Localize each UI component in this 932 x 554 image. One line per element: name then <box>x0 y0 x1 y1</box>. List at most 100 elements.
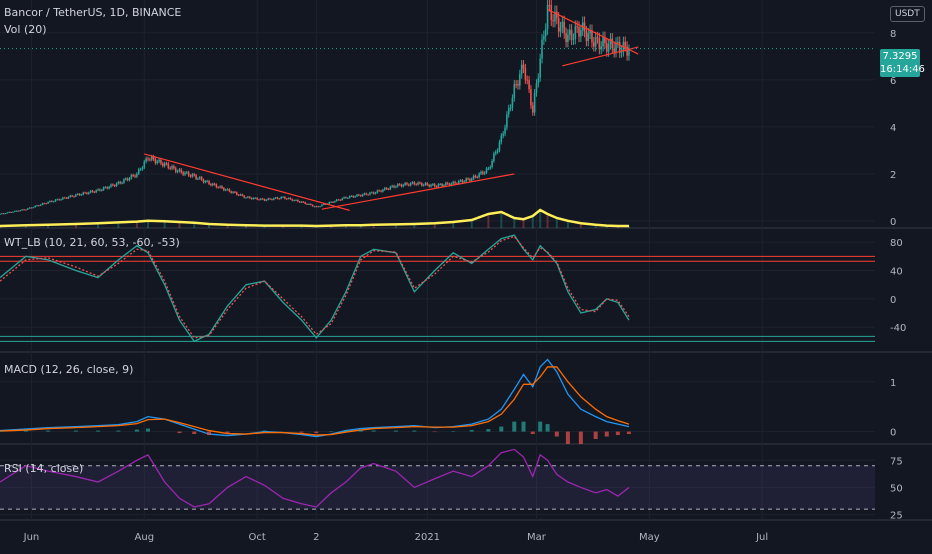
candle-body <box>303 202 305 203</box>
candle-body <box>158 160 160 162</box>
candle-body <box>123 179 125 182</box>
candle-body <box>401 185 403 187</box>
candle-body <box>16 211 18 212</box>
candle-body <box>506 114 508 127</box>
candle-body <box>576 26 578 27</box>
candle-body <box>295 200 297 201</box>
candle-body <box>593 42 595 46</box>
macd-histogram-bar <box>605 432 609 437</box>
candle-body <box>44 203 46 204</box>
candle-body <box>373 192 375 193</box>
candle-body <box>242 194 244 195</box>
candle-body <box>347 198 349 199</box>
wt-indicator-label[interactable]: WT_LB (10, 21, 60, 53, -60, -53) <box>4 236 180 249</box>
rsi-indicator-label[interactable]: RSI (14, close) <box>4 462 83 475</box>
candle-body <box>497 150 499 152</box>
candle-body <box>290 198 292 199</box>
candle-body <box>106 187 108 188</box>
candle-body <box>438 184 440 186</box>
trendline-descending <box>144 154 349 210</box>
candle-body <box>199 177 201 178</box>
candle-body <box>118 182 120 184</box>
volume-bar <box>471 221 473 228</box>
candle-body <box>291 199 293 200</box>
currency-badge[interactable]: USDT <box>890 6 925 22</box>
candle-body <box>449 184 451 185</box>
candle-body <box>508 108 510 114</box>
candle-body <box>58 199 60 200</box>
macd-histogram-bar <box>512 422 516 432</box>
candle-body <box>532 105 534 112</box>
candle-body <box>565 33 567 42</box>
symbol-title[interactable]: Bancor / TetherUS, 1D, BINANCE <box>4 6 181 19</box>
candle-body <box>275 198 277 199</box>
candle-body <box>534 93 536 113</box>
candle-body <box>60 199 62 200</box>
candle-body <box>147 159 149 160</box>
candle-body <box>617 42 619 43</box>
candle-body <box>519 74 521 85</box>
candle-body <box>156 161 158 163</box>
macd-histogram-bar <box>546 424 550 431</box>
y-tick-label-0-3: 2 <box>890 170 896 181</box>
candle-body <box>81 195 83 196</box>
candle-body <box>282 197 284 198</box>
candle-body <box>0 214 1 215</box>
candle-body <box>419 183 421 184</box>
candle-body <box>29 208 31 209</box>
candle-body <box>543 36 545 39</box>
macd-histogram-bar <box>146 429 150 432</box>
candle-body <box>192 174 194 176</box>
x-tick-label-2: Oct <box>248 532 265 543</box>
candle-body <box>495 152 497 154</box>
macd-histogram-bar <box>359 430 363 431</box>
candle-body <box>119 182 121 183</box>
candle-body <box>423 185 425 186</box>
candle-body <box>408 185 410 186</box>
volume-bar <box>556 219 558 228</box>
candle-body <box>458 181 460 184</box>
candle-body <box>482 172 484 174</box>
macd-histogram-bar <box>531 432 535 434</box>
trendline-ascending <box>322 174 514 209</box>
candle-body <box>464 181 466 182</box>
candle-body <box>441 184 443 186</box>
chart-marks <box>0 0 875 509</box>
candle-body <box>271 199 273 200</box>
candle-body <box>38 205 40 206</box>
candle-body <box>264 199 266 200</box>
candle-body <box>612 39 614 49</box>
macd-histogram-bar <box>394 431 398 432</box>
candle-body <box>201 177 203 179</box>
macd-histogram-bar <box>314 432 318 433</box>
candle-body <box>404 183 406 185</box>
candle-body <box>439 184 441 185</box>
candle-body <box>399 184 401 185</box>
candle-body <box>232 192 234 193</box>
y-tick-label-3-1: 50 <box>890 483 903 494</box>
candle-body <box>595 37 597 46</box>
candle-body <box>356 195 358 197</box>
macd-indicator-label[interactable]: MACD (12, 26, close, 9) <box>4 363 133 376</box>
volume-bar <box>513 219 515 228</box>
candle-body <box>523 65 525 69</box>
candle-body <box>314 206 316 207</box>
candle-body <box>539 59 541 78</box>
macd-histogram-bar <box>263 431 267 432</box>
candle-body <box>31 208 33 209</box>
macd-histogram-bar <box>116 431 120 432</box>
candle-body <box>286 199 288 200</box>
candle-body <box>84 193 86 194</box>
volume-indicator-label[interactable]: Vol (20) <box>4 23 47 36</box>
candle-body <box>251 198 253 199</box>
candle-body <box>168 164 170 168</box>
candle-body <box>563 22 565 33</box>
candle-body <box>371 192 373 193</box>
candle-body <box>99 189 101 190</box>
candle-body <box>94 192 96 193</box>
candle-body <box>169 168 171 169</box>
candle-body <box>82 193 84 195</box>
candle-body <box>304 202 306 204</box>
